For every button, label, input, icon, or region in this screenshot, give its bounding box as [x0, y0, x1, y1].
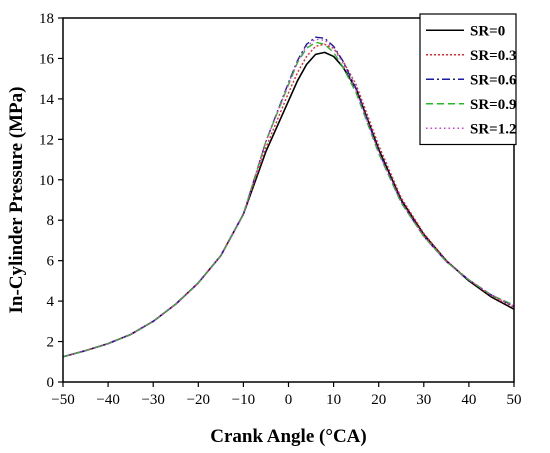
y-axis-title: In-Cylinder Pressure (MPa): [6, 87, 27, 314]
series-line-4: [62, 38, 515, 358]
y-tick-label: 6: [47, 254, 55, 270]
y-tick-label: 18: [39, 11, 54, 27]
x-tick-label: 0: [285, 392, 293, 408]
series-line-2: [62, 36, 515, 358]
y-tick-label: 16: [39, 51, 55, 67]
x-tick-label: 50: [507, 392, 522, 408]
y-tick-label: 12: [39, 132, 54, 148]
legend-label-1: SR=0.3: [470, 48, 516, 64]
y-tick-label: 10: [39, 173, 54, 189]
legend-label-3: SR=0.9: [470, 97, 516, 113]
legend-label-4: SR=1.2: [470, 121, 516, 137]
legend-label-0: SR=0: [470, 23, 505, 39]
y-tick-label: 14: [39, 92, 55, 108]
legend-label-2: SR=0.6: [470, 72, 517, 88]
x-tick-label: 30: [416, 392, 431, 408]
legend-box: [419, 13, 517, 146]
x-tick-label: −40: [96, 392, 119, 408]
x-tick-label: −30: [141, 392, 164, 408]
y-tick-label: 0: [47, 375, 55, 391]
x-tick-label: −10: [232, 392, 255, 408]
x-tick-label: 10: [326, 392, 341, 408]
y-tick-label: 2: [47, 335, 55, 351]
series-line-3: [62, 41, 515, 358]
legend: SR=0 SR=0.3 SR=0.6 SR=0.9 SR=1.2: [419, 13, 517, 146]
y-tick-label: 8: [47, 213, 55, 229]
x-tick-label: −20: [187, 392, 210, 408]
x-tick-label: 40: [461, 392, 476, 408]
x-tick-label: 20: [371, 392, 386, 408]
y-tick-label: 4: [47, 294, 55, 310]
x-tick-label: −50: [51, 392, 74, 408]
x-axis-title: Crank Angle (°CA): [210, 426, 366, 447]
